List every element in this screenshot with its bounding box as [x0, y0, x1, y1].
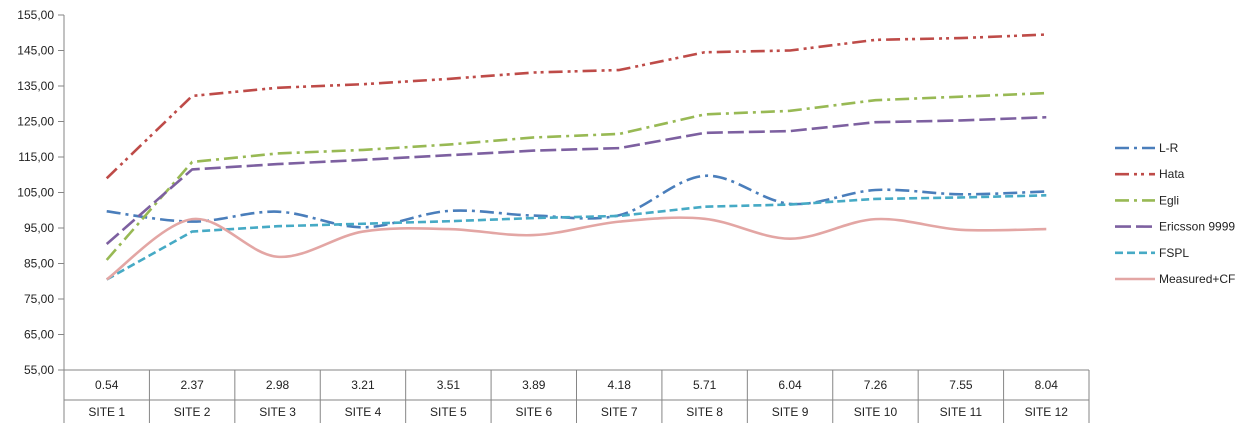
x-tick-label: 3.89 [522, 378, 546, 392]
x-tick-label: 3.21 [351, 378, 375, 392]
series-line-measured-cf [105, 216, 1047, 281]
x-group-label: SITE 9 [772, 405, 809, 419]
x-group-label: SITE 3 [259, 405, 296, 419]
x-tick-label: 7.55 [949, 378, 973, 392]
x-axis-table: 0.54 2.37 2.98 3.21 3.51 3.89 4.18 5.71 6.04 7.26… [63, 369, 1090, 423]
legend-label: Ericsson 9999 [1159, 220, 1235, 234]
y-tick-label: 105,00 [17, 186, 54, 200]
x-group-label: SITE 4 [345, 405, 382, 419]
x-group-label: SITE 8 [686, 405, 723, 419]
y-tick-label: 145,00 [17, 44, 54, 58]
x-tick-label: 6.04 [778, 378, 802, 392]
y-tick-label: 65,00 [24, 328, 54, 342]
series-line-l-r [106, 174, 1047, 229]
x-tick-label: 3.51 [437, 378, 461, 392]
x-tick-label: 2.37 [180, 378, 204, 392]
x-tick-label: 2.98 [266, 378, 290, 392]
series-line-ericsson-9999 [105, 115, 1047, 245]
y-tick-label: 95,00 [24, 221, 54, 235]
legend-label: FSPL [1159, 246, 1189, 260]
x-tick-label: 7.26 [864, 378, 888, 392]
y-tick-label: 55,00 [24, 363, 54, 377]
x-group-label: SITE 7 [601, 405, 638, 419]
x-group-label: SITE 5 [430, 405, 467, 419]
series-line-hata [105, 33, 1047, 180]
x-tick-label: 0.54 [95, 378, 119, 392]
y-axis: 55,00 65,00 75,00 85,00 95,00 105,00 115,00 125… [17, 8, 65, 377]
series-line-fspl [106, 194, 1047, 281]
y-tick-label: 135,00 [17, 79, 54, 93]
x-group-label: SITE 12 [1025, 405, 1069, 419]
y-tick-label: 115,00 [18, 150, 54, 164]
y-tick-label: 75,00 [24, 292, 54, 306]
legend-label: Egli [1159, 193, 1179, 207]
series-lines [105, 33, 1047, 281]
x-tick-label: 4.18 [608, 378, 632, 392]
y-tick-label: 125,00 [17, 115, 54, 129]
x-group-label: SITE 11 [940, 405, 983, 419]
x-tick-label: 8.04 [1035, 378, 1059, 392]
legend-label: Hata [1159, 167, 1185, 181]
x-tick-label: 5.71 [693, 378, 717, 392]
x-group-label: SITE 10 [854, 405, 898, 419]
legend: L-R Hata Egli Ericsson 9999 FSPL Measured+CF [1115, 141, 1235, 286]
y-tick-label: 155,00 [17, 8, 54, 22]
series-line-egli [105, 91, 1047, 261]
legend-label: L-R [1159, 141, 1179, 155]
x-group-label: SITE 2 [174, 405, 211, 419]
y-tick-label: 85,00 [24, 257, 54, 271]
x-group-label: SITE 1 [88, 405, 125, 419]
x-group-label: SITE 6 [515, 405, 552, 419]
legend-label: Measured+CF [1159, 272, 1235, 286]
